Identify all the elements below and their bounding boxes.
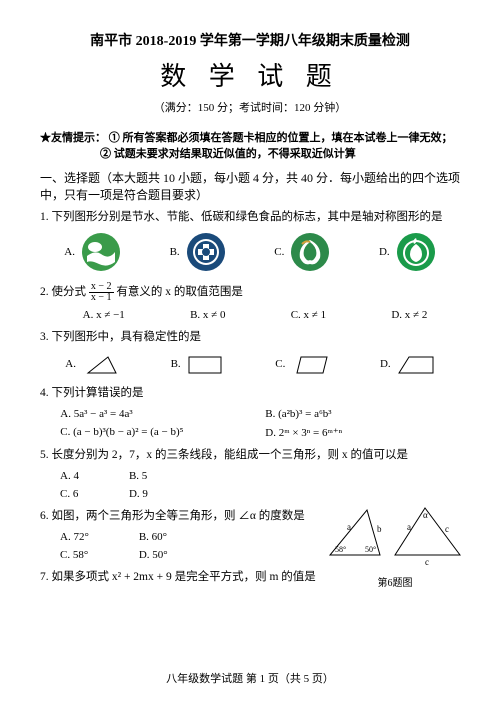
q4-opt-d: D. 2ᵐ × 3ⁿ = 6ᵐ⁺ⁿ <box>265 426 450 439</box>
q2-opt-a: A. x ≠ −1 <box>83 309 125 321</box>
q3-label-d: D. <box>380 358 391 370</box>
q6-figure: 58° 50° a b α a c c 第6题图 <box>325 500 465 589</box>
q4-opt-b: B. (a²b)³ = a⁶b³ <box>265 408 450 420</box>
q1-option-b: B. <box>170 232 226 272</box>
notice-line1: ① 所有答案都必须填在答题卡相应的位置上，填在本试卷上一律无效； <box>109 132 453 144</box>
q4-opt-a: A. 5a³ − a³ = 4a³ <box>60 408 245 420</box>
q1-option-c: C. <box>274 232 330 272</box>
exam-page: 南平市 2018-2019 学年第一学期八年级期末质量检测 数 学 试 题 （满… <box>0 0 500 706</box>
triangle-shape-icon <box>80 353 120 375</box>
q6-opt-d: D. 50° <box>139 549 168 561</box>
energy-save-icon <box>186 232 226 272</box>
triangles-icon: 58° 50° a b α a c c <box>325 500 465 570</box>
water-save-icon <box>81 232 121 272</box>
q3-option-c: C. <box>275 353 329 375</box>
q2-options: A. x ≠ −1 B. x ≠ 0 C. x ≠ 1 D. x ≠ 2 <box>50 309 460 321</box>
question-6: 6. 如图，两个三角形为全等三角形，则 ∠α 的度数是 <box>40 508 320 525</box>
side-a1: a <box>347 522 351 532</box>
q3-label-b: B. <box>171 358 181 370</box>
notice-block: ★友情提示： ① 所有答案都必须填在答题卡相应的位置上，填在本试卷上一律无效； … <box>40 129 460 161</box>
q3-option-d: D. <box>380 353 435 375</box>
alpha-label: α <box>423 510 428 520</box>
exam-info: （满分：150 分；考试时间：120 分钟） <box>40 99 460 115</box>
trapezoid-shape-icon <box>395 353 435 375</box>
parallelogram-shape-icon <box>289 353 329 375</box>
q2-opt-c: C. x ≠ 1 <box>291 309 326 321</box>
side-c2: c <box>445 524 449 534</box>
low-carbon-icon <box>290 232 330 272</box>
q6-opt-a: A. 72° <box>60 531 89 543</box>
angle-58: 58° <box>335 545 346 554</box>
question-1: 1. 下列图形分别是节水、节能、低碳和绿色食品的标志，其中是轴对称图形的是 <box>40 209 460 226</box>
q1-label-d: D. <box>379 246 390 258</box>
q3-option-a: A. <box>65 353 120 375</box>
rectangle-shape-icon <box>185 353 225 375</box>
subject-title: 数 学 试 题 <box>40 56 460 93</box>
q5-opt-b: B. 5 <box>129 470 148 482</box>
q6-opt-b: B. 60° <box>139 531 168 543</box>
q3-options: A. B. C. D. <box>40 353 460 375</box>
q1-label-b: B. <box>170 246 180 258</box>
main-title: 南平市 2018-2019 学年第一学期八年级期末质量检测 <box>40 30 460 50</box>
q5-opt-d: D. 9 <box>129 488 148 500</box>
q3-label-c: C. <box>275 358 285 370</box>
question-3: 3. 下列图形中，具有稳定性的是 <box>40 329 460 346</box>
q1-option-a: A. <box>64 232 121 272</box>
q5-opt-a: A. 4 <box>60 470 79 482</box>
q6-figure-label: 第6题图 <box>325 574 465 589</box>
q3-label-a: A. <box>65 358 76 370</box>
q1-options: A. B. C. <box>40 232 460 272</box>
q2-opt-b: B. x ≠ 0 <box>190 309 225 321</box>
green-food-icon <box>396 232 436 272</box>
page-footer: 八年级数学试题 第 1 页（共 5 页） <box>0 670 500 686</box>
q1-label-a: A. <box>64 246 75 258</box>
question-4: 4. 下列计算错误的是 <box>40 385 460 402</box>
question-2: 2. 使分式 x − 2 x − 1 有意义的 x 的取值范围是 <box>40 282 460 303</box>
q3-option-b: B. <box>171 353 225 375</box>
q4-opt-c: C. (a − b)³(b − a)² = (a − b)⁵ <box>60 426 245 438</box>
question-5: 5. 长度分别为 2，7，x 的三条线段，能组成一个三角形，则 x 的值可以是 <box>40 447 460 464</box>
q4-options: A. 5a³ − a³ = 4a³ B. (a²b)³ = a⁶b³ C. (a… <box>50 408 460 439</box>
q6-options: A. 72° C. 58° B. 60° D. 50° <box>60 531 310 561</box>
q2-suffix: 有意义的 x 的取值范围是 <box>116 286 243 298</box>
q5-opt-c: C. 6 <box>60 488 79 500</box>
section-1-heading: 一、选择题（本大题共 10 小题，每小题 4 分，共 40 分．每小题给出的四个… <box>40 169 460 203</box>
notice-line2: ② 试题未要求对结果取近似值的，不得采取近似计算 <box>40 145 460 161</box>
angle-50: 50° <box>365 545 376 554</box>
q2-prefix: 2. 使分式 <box>40 286 86 298</box>
notice-prefix: ★友情提示： <box>40 132 106 144</box>
side-c-bottom: c <box>425 557 429 567</box>
side-a2: a <box>407 522 411 532</box>
q1-option-d: D. <box>379 232 436 272</box>
q2-fraction: x − 2 x − 1 <box>89 282 114 303</box>
q2-opt-d: D. x ≠ 2 <box>391 309 427 321</box>
q2-frac-den: x − 1 <box>89 293 114 303</box>
q6-opt-c: C. 58° <box>60 549 89 561</box>
q1-label-c: C. <box>274 246 284 258</box>
q5-options: A. 4 C. 6 B. 5 D. 9 <box>60 470 310 500</box>
side-b1: b <box>377 524 382 534</box>
